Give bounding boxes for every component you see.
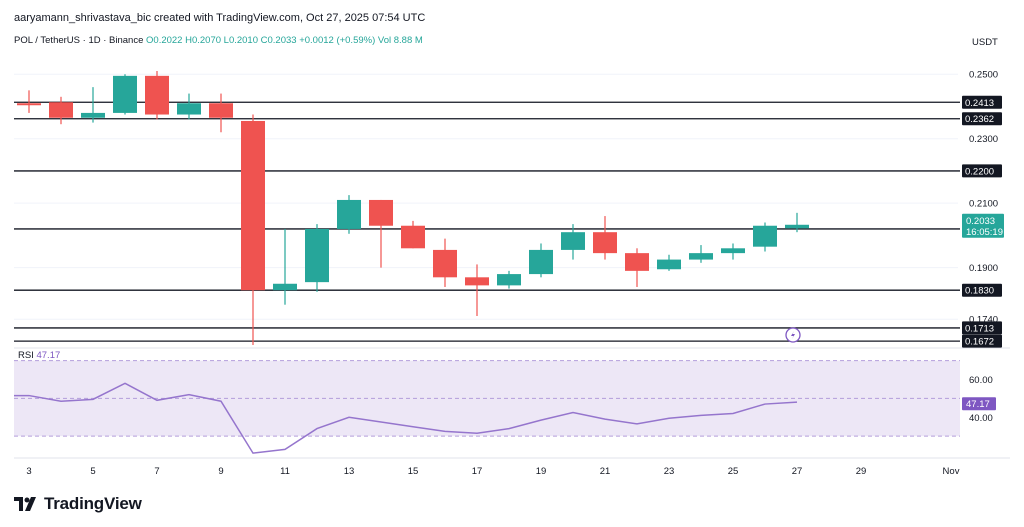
candle-body [241,120,265,291]
candle-body [657,259,681,270]
candle-body [497,274,521,286]
x-tick-label: 19 [536,466,547,477]
level-label: 0.1672 [965,337,994,348]
candle-body [433,249,457,278]
price-tick-label: 0.2500 [969,70,998,81]
rsi-line [14,382,798,454]
candle-body [465,277,489,286]
alert-icon[interactable] [785,327,801,343]
candle-body [593,232,617,254]
candle-body [177,103,201,115]
rsi-pane [14,360,960,454]
x-tick-label: 7 [154,466,159,477]
candle-body [209,103,233,118]
currency-label: USDT [972,37,998,48]
candles [17,71,809,345]
candle-body [17,103,41,106]
level-label: 0.1713 [965,323,994,334]
rsi-label: RSI [18,350,34,361]
ohlc-values: O0.2022 H0.2070 L0.2010 C0.2033 +0.0012 … [146,35,376,46]
last-price-box [962,213,1004,238]
x-tick-label: 15 [408,466,419,477]
x-tick-label: 23 [664,466,675,477]
x-tick-label: 13 [344,466,355,477]
candle-body [529,249,553,275]
candle-body [81,112,105,118]
x-tick-label: 11 [280,466,290,477]
level-label: 0.1830 [965,286,994,297]
price-tick-label: 0.1740 [969,315,998,326]
rsi-current-box [962,397,996,411]
chart-credit: aaryamann_shrivastava_bic created with T… [14,12,426,24]
x-tick-label: 3 [26,466,31,477]
candle-body [113,75,137,113]
level-label: 0.2200 [965,166,994,177]
candle-body [337,199,361,229]
rsi-tick-label: 40.00 [969,413,993,424]
footer: TradingView [14,494,142,514]
candle-body [49,102,73,118]
candle-body [753,225,777,247]
level-label-box [962,164,1002,178]
price-tick-label: 0.1900 [969,263,998,274]
price-tick-label: 0.2100 [969,199,998,210]
rsi-value: 47.17 [36,350,61,361]
x-tick-label: Nov [943,466,960,477]
tradingview-logo-icon [14,497,36,511]
candle-body [721,248,745,254]
countdown-label: 16:05:19 [966,227,1003,238]
rsi-legend[interactable]: RSI 47.17 [18,350,60,361]
candle-body [305,228,329,283]
level-label-box [962,112,1002,126]
rsi-current-label: 47.17 [966,399,990,410]
x-tick-label: 25 [728,466,739,477]
x-tick-label: 17 [472,466,483,477]
x-tick-label: 29 [856,466,867,477]
candle-body [273,283,297,291]
x-tick-label: 21 [600,466,611,477]
brand-name: TradingView [44,494,142,513]
grid [14,73,1010,459]
level-label-box [962,334,1002,348]
symbol-name[interactable]: POL / TetherUS · 1D · Binance [14,35,144,46]
price-tick-label: 0.2300 [969,134,998,145]
x-tick-label: 5 [90,466,95,477]
candle-body [625,253,649,271]
x-tick-label: 27 [792,466,803,477]
candle-body [561,232,585,250]
horizontal-levels[interactable]: 0.24130.23620.22000.20200.18300.17130.16… [14,95,1002,348]
candle-body [785,224,809,229]
candle-body [145,75,169,115]
level-label-box [962,95,1002,109]
symbol-info[interactable]: POL / TetherUS · 1D · Binance O0.2022 H0… [14,35,423,46]
candle-body [369,199,393,226]
rsi-tick-label: 60.00 [969,375,993,386]
volume-value: Vol 8.88 M [377,35,423,46]
candle-body [401,225,425,249]
last-price-label: 0.2033 [966,216,995,227]
level-label: 0.2413 [965,98,994,109]
level-label-box [962,283,1002,297]
level-label: 0.2362 [965,114,994,125]
axes: 0.2500 0.2300 0.2100 0.1900 0.1740 0.203316:0… [26,70,1004,477]
x-tick-label: 9 [218,466,223,477]
candle-body [689,253,713,260]
level-label-box [962,321,1002,335]
